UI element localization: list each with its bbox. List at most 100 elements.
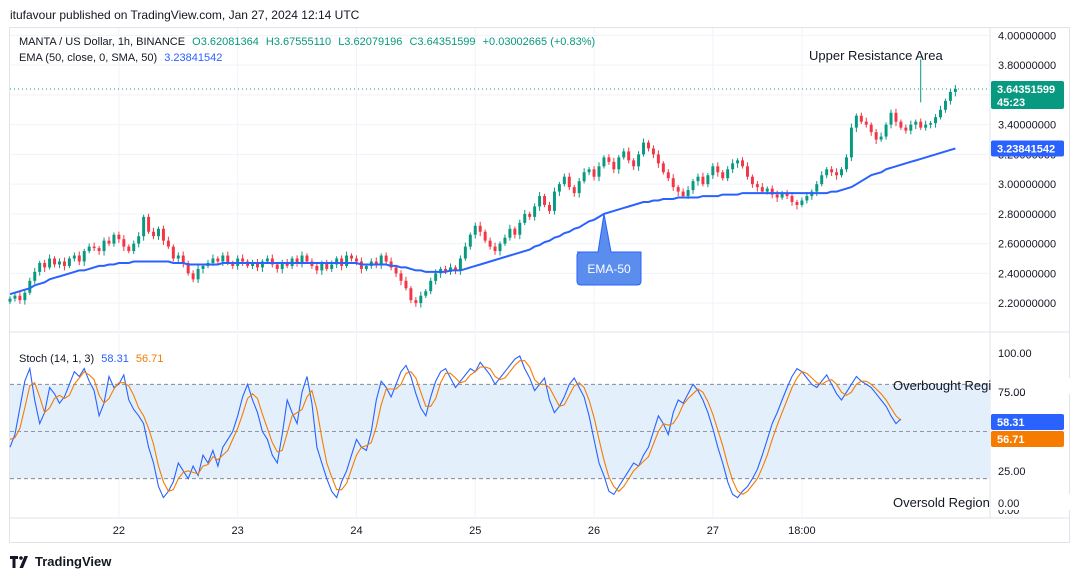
candle-body xyxy=(711,166,715,176)
legend-symbol[interactable]: MANTA / US Dollar, 1h, BINANCE xyxy=(19,36,186,48)
candle-body xyxy=(117,234,121,240)
stoch-tick-label: 100.00 xyxy=(998,348,1032,360)
stoch-k-line xyxy=(9,355,902,499)
candle-body xyxy=(785,193,789,197)
candle-body xyxy=(899,121,903,128)
candle-body xyxy=(171,246,175,259)
candle-body xyxy=(671,178,675,188)
time-tick-label: 26 xyxy=(588,525,600,537)
candle-body xyxy=(275,264,279,269)
candle-body xyxy=(409,288,413,301)
candle-body xyxy=(597,166,601,177)
candle-body xyxy=(617,157,621,170)
stoch-k-tag[interactable]: 58.31 xyxy=(991,414,1064,430)
candle-body xyxy=(255,262,259,268)
candle-body xyxy=(552,191,556,211)
legend-ema-label[interactable]: EMA (50, close, 0, SMA, 50) xyxy=(19,52,158,64)
ema-50-line xyxy=(9,147,956,296)
candle-body xyxy=(592,169,596,177)
price-tick-label: 4.00000000 xyxy=(998,30,1056,42)
legend-open: O3.62081364 xyxy=(192,36,259,48)
candle-body xyxy=(270,258,274,265)
candle-body xyxy=(840,169,843,176)
legend-stoch-label[interactable]: Stoch (14, 1, 3) xyxy=(19,353,95,365)
legend-high: H3.67555110 xyxy=(265,36,332,48)
candle-body xyxy=(706,175,710,185)
overbought-annotation: Overbought Region xyxy=(893,378,1006,393)
candle-body xyxy=(919,121,923,128)
candle-body xyxy=(364,265,368,269)
candle-body xyxy=(701,176,705,185)
candle-body xyxy=(191,273,195,280)
price-tick-label: 2.20000000 xyxy=(998,298,1056,310)
candle-body xyxy=(765,188,769,192)
candle-body xyxy=(894,112,898,122)
candle-body xyxy=(429,280,433,292)
legend-stoch: Stoch (14, 1, 3) 58.31 56.71 xyxy=(19,353,167,365)
candle-body xyxy=(488,240,492,247)
legend-ohlc: MANTA / US Dollar, 1h, BINANCE O3.620813… xyxy=(19,36,599,48)
candle-body xyxy=(795,202,799,205)
candle-body xyxy=(127,246,131,252)
candle-body xyxy=(602,157,606,167)
candle-body xyxy=(97,248,101,252)
candle-body xyxy=(434,273,438,281)
candle-body xyxy=(676,187,680,192)
candle-body xyxy=(33,271,37,281)
candle-body xyxy=(909,124,913,131)
candle-body xyxy=(562,176,566,185)
candle-body xyxy=(265,258,269,262)
candle-body xyxy=(528,213,532,217)
candle-body xyxy=(686,190,690,197)
footer-brand[interactable]: TradingView xyxy=(10,554,111,569)
candle-body xyxy=(518,222,522,235)
tradingview-logo-icon xyxy=(10,555,30,568)
candle-body xyxy=(849,127,853,158)
stoch-d-line xyxy=(9,360,902,496)
footer-brand-text: TradingView xyxy=(35,554,112,569)
candle-body xyxy=(953,88,957,92)
candle-body xyxy=(320,262,324,271)
candle-body xyxy=(473,225,477,235)
candle-body xyxy=(513,228,517,235)
candle-body xyxy=(815,184,819,192)
candle-body xyxy=(8,298,12,302)
candle-body xyxy=(18,295,22,301)
stoch-d-tag[interactable]: 56.71 xyxy=(991,431,1064,447)
candle-body xyxy=(122,239,126,247)
candle-body xyxy=(498,243,502,252)
candle-body xyxy=(137,236,141,244)
candle-body xyxy=(874,132,878,140)
stoch-d-tag-text: 56.71 xyxy=(997,434,1025,446)
candles xyxy=(8,59,957,308)
candle-body xyxy=(835,172,839,176)
candle-body xyxy=(384,255,388,262)
candle-body xyxy=(632,160,636,167)
candle-body xyxy=(260,261,264,268)
candle-body xyxy=(181,255,185,263)
candle-body xyxy=(651,148,655,155)
candle-body xyxy=(453,267,457,271)
time-tick-label: 27 xyxy=(707,525,719,537)
legend-change: +0.03002665 (+0.83%) xyxy=(482,36,596,48)
time-tick-label: 25 xyxy=(469,525,481,537)
ema-tag[interactable]: 3.23841542 xyxy=(991,140,1064,157)
candle-body xyxy=(622,151,626,158)
candle-body xyxy=(503,237,507,244)
candle-body xyxy=(483,231,487,241)
candle-body xyxy=(696,176,700,182)
candle-body xyxy=(335,258,339,265)
candle-body xyxy=(444,268,448,272)
candle-body xyxy=(147,216,151,232)
publisher-line: itufavour published on TradingView.com, … xyxy=(10,8,360,22)
candle-body xyxy=(305,255,309,262)
candle-body xyxy=(557,184,561,192)
price-tick-label: 3.00000000 xyxy=(998,179,1056,191)
candle-body xyxy=(251,262,255,266)
candle-body xyxy=(745,166,749,177)
candle-body xyxy=(13,295,17,299)
candle-body xyxy=(211,258,215,263)
candle-body xyxy=(77,255,81,262)
